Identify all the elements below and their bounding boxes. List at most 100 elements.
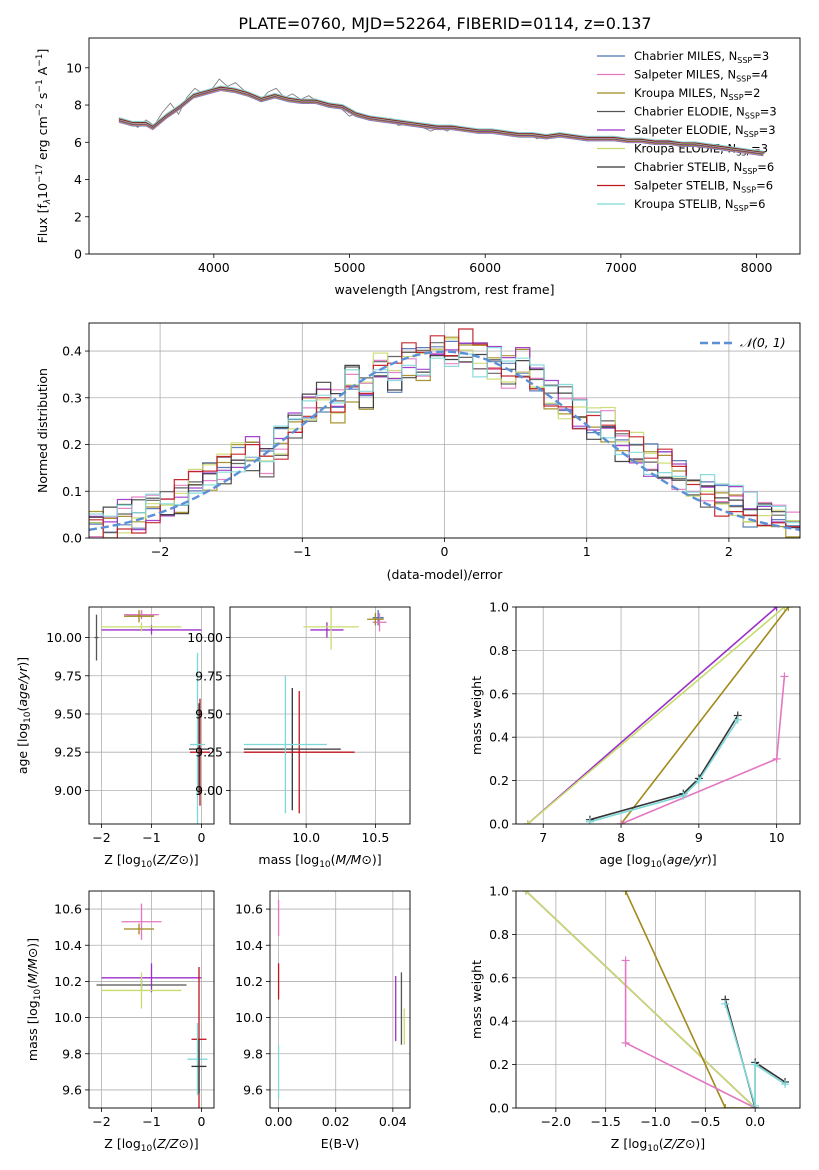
legend-entry: Kroupa MILES, NSSP=2 — [634, 86, 760, 102]
legend-entry: Kroupa STELIB, NSSP=6 — [634, 197, 765, 213]
residual-histogram-panel: −2 −1 0 1 2 0.0 0.1 0.2 0.3 0.4 𝒩(0, 1) (data-model… — [35, 322, 801, 582]
axis-label: Z [log10(Z/Z⊙)] — [104, 1136, 198, 1154]
axes-frame — [88, 37, 801, 255]
legend-entry: Salpeter STELIB, NSSP=6 — [634, 179, 773, 195]
y-tick-label: 0.4 — [62, 344, 82, 359]
x-tick-label: −1.0 — [640, 1114, 670, 1129]
mass-weight-lines — [523, 607, 793, 824]
y-tick-label: 9.8 — [243, 1046, 263, 1061]
y-tick-label: 9.75 — [195, 668, 223, 683]
mass-weight-vs-age-panel: 7 8 9 10 0.0 0.2 0.4 0.6 0.8 1.0 age [log10(age/yr… — [469, 600, 801, 870]
y-axis-label: mass weight — [469, 960, 484, 1039]
axes-frame — [88, 322, 801, 539]
y-tick-label: 9.75 — [54, 668, 82, 683]
mass-weight-series — [527, 607, 785, 824]
x-tick-label: 7 — [539, 830, 547, 845]
y-tick-label: 10.2 — [54, 974, 82, 989]
mass-weight-lines — [521, 891, 790, 1108]
x-tick-label: 0.00 — [265, 1114, 293, 1129]
y-tick-label: 9.50 — [54, 706, 82, 721]
y-tick-label: 4 — [74, 172, 82, 187]
mass-weight-series — [620, 676, 786, 824]
x-axis-label: wavelength [Angstrom, rest frame] — [334, 282, 554, 297]
x-tick-label: 0.0 — [745, 1114, 765, 1129]
spectrum-ylabel-text: Flux [fλ10−17 erg cm−2 s−1 A−1] — [35, 49, 53, 244]
mass-weight-series — [620, 607, 789, 824]
mass-vs-metallicity-panel: −2 −1 0 9.6 9.8 10.0 10.2 10.4 10.6 Z [log10(Z/Z⊙… — [25, 890, 215, 1154]
mass-weight-series — [525, 891, 756, 1108]
y-tick-label: 9.00 — [195, 783, 223, 798]
mass-weight-series — [624, 960, 756, 1108]
x-tick-label: 0.02 — [322, 1114, 350, 1129]
y-tick-label: 1.0 — [489, 884, 509, 899]
y-tick-label: 10 — [66, 60, 82, 75]
model-spectrum-line — [118, 85, 764, 152]
y-tick-label: 9.6 — [62, 1082, 82, 1097]
mass-vs-extinction-panel: 0.00 0.02 0.04 9.6 9.8 10.0 10.2 10.4 10.6 E(B-V) — [235, 890, 411, 1151]
x-tick-label: −1.5 — [591, 1114, 621, 1129]
y-tick-label: 10.6 — [54, 902, 82, 917]
model-spectrum-line — [118, 86, 764, 153]
spectrum-lines — [118, 78, 765, 157]
y-tick-label: 0.0 — [489, 1101, 509, 1116]
errorbar-points — [243, 607, 387, 814]
x-tick-label: −1 — [293, 544, 311, 559]
x-tick-label: −2 — [92, 1114, 110, 1129]
x-tick-label: 9 — [695, 830, 703, 845]
y-tick-label: 10.0 — [54, 1010, 82, 1025]
histogram-series — [89, 353, 800, 529]
y-tick-label: 10.4 — [235, 938, 263, 953]
y-tick-label: 0.3 — [62, 390, 82, 405]
axes-frame — [88, 606, 215, 825]
y-tick-label: 10.6 — [235, 902, 263, 917]
y-tick-label: 9.50 — [195, 706, 223, 721]
spectrum-legend: Chabrier MILES, NSSP=3 Salpeter MILES, NS… — [597, 49, 777, 213]
x-tick-label: 0 — [198, 830, 206, 845]
histogram-series — [89, 328, 800, 538]
y-tick-label: 0.2 — [489, 773, 509, 788]
x-tick-label: 10 — [769, 830, 785, 845]
axes-frame — [515, 890, 801, 1109]
x-tick-label: −0.5 — [690, 1114, 720, 1129]
y-axis-label: Normed distribution — [35, 368, 50, 493]
x-tick-label: 8 — [617, 830, 625, 845]
x-tick-label: −1 — [142, 830, 160, 845]
x-tick-label: −2 — [92, 830, 110, 845]
x-axis-label: (data-model)/error — [387, 567, 504, 582]
axis-label: E(B-V) — [321, 1136, 360, 1151]
errorbar-points — [94, 610, 210, 824]
y-tick-label: 9.25 — [195, 745, 223, 760]
y-tick-label: 0.2 — [62, 437, 82, 452]
age-vs-metallicity-panel: −2 −1 0 9.00 9.25 9.50 9.75 10.00 Z [log10(Z/Z⊙)… — [15, 606, 215, 870]
mass-weight-series — [589, 715, 739, 821]
y-tick-label: 10.00 — [46, 630, 82, 645]
spectrum-ylabel: Flux [fλ10−17 erg cm−2 s−1 A−1] — [35, 49, 53, 244]
model-spectrum-line — [118, 88, 764, 156]
x-tick-label: 0 — [198, 1114, 206, 1129]
y-tick-label: 0.6 — [489, 970, 509, 985]
mass-weight-series — [624, 891, 756, 1108]
histogram-series — [89, 347, 800, 524]
y-tick-label: 2 — [74, 209, 82, 224]
y-tick-label: 0.6 — [489, 686, 509, 701]
y-tick-label: 0 — [74, 247, 82, 262]
y-tick-label: 0.4 — [489, 730, 509, 745]
y-tick-label: 10.00 — [187, 630, 223, 645]
y-tick-label: 9.00 — [54, 783, 82, 798]
axis-label: mass [log10(M/M⊙)] — [258, 852, 381, 870]
histogram-steps — [89, 328, 800, 538]
y-tick-label: 0.0 — [62, 531, 82, 546]
x-tick-label: 4000 — [198, 260, 230, 275]
x-tick-label: −1 — [142, 1114, 160, 1129]
y-tick-label: 0.0 — [489, 817, 509, 832]
x-tick-label: 10.5 — [361, 830, 389, 845]
model-spectrum-line — [118, 87, 764, 154]
x-tick-label: 5000 — [334, 260, 366, 275]
y-tick-label: 1.0 — [489, 600, 509, 615]
axis-label: mass [log10(M/M⊙)] — [25, 938, 43, 1061]
x-tick-label: 6000 — [469, 260, 501, 275]
axes-frame — [269, 890, 411, 1109]
x-tick-label: 2 — [725, 544, 733, 559]
y-tick-label: 0.8 — [489, 643, 509, 658]
